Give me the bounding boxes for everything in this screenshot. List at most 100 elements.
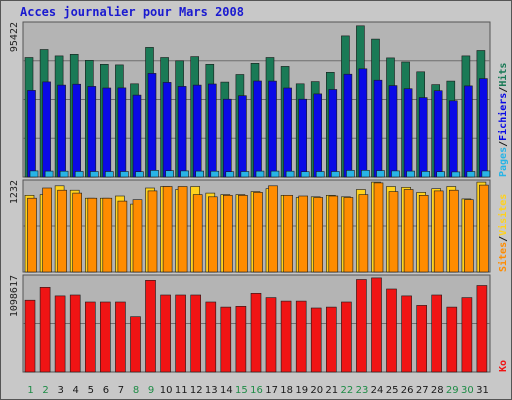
bar-ko-day-17 [265, 297, 277, 373]
bar-fichiers-day-15 [238, 95, 247, 178]
bar-ko-day-24 [371, 277, 382, 373]
x-tick-label-26: 26 [401, 385, 414, 396]
bar-ko-day-6 [100, 301, 111, 373]
bar-fichiers-day-1 [27, 90, 36, 178]
x-tick-label-27: 27 [416, 385, 429, 396]
bar-sites-day-24 [373, 182, 384, 273]
x-tick-label-20: 20 [310, 385, 323, 396]
x-tick-label-28: 28 [431, 385, 444, 396]
bar-ko-day-8 [130, 316, 141, 373]
bar-fichiers-day-9 [147, 73, 157, 178]
x-tick-label-9: 9 [148, 385, 154, 396]
bar-sites-day-13 [208, 196, 218, 273]
bar-fichiers-day-26 [403, 88, 413, 178]
bar-sites-day-21 [328, 195, 339, 273]
bar-pages-day-4 [74, 171, 84, 178]
bar-fichiers-day-6 [102, 87, 112, 178]
legend-item-visites: Visites [497, 194, 509, 236]
bar-pages-day-3 [59, 170, 69, 178]
y-max-label-top: 95422 [9, 22, 20, 52]
x-tick-label-17: 17 [265, 385, 278, 396]
bar-sites-day-4 [72, 192, 82, 273]
bar-pages-day-12 [195, 170, 204, 178]
legend-item-hits: Hits [497, 63, 509, 87]
bar-ko-day-29 [446, 306, 458, 373]
bar-pages-day-8 [135, 171, 144, 178]
bar-pages-day-24 [376, 170, 385, 178]
bar-fichiers-day-31 [479, 78, 488, 178]
bar-fichiers-day-3 [57, 84, 66, 178]
y-max-label-middle: 1232 [9, 180, 20, 204]
bar-ko-day-1 [24, 299, 36, 373]
x-tick-label-22: 22 [341, 385, 354, 396]
bar-pages-day-16 [255, 170, 265, 178]
bar-sites-day-19 [298, 195, 309, 273]
bar-pages-day-10 [165, 170, 174, 178]
x-tick-label-6: 6 [103, 385, 109, 396]
x-tick-label-18: 18 [280, 385, 293, 396]
x-tick-label-30: 30 [461, 385, 474, 396]
bar-sites-day-28 [433, 190, 444, 273]
bar-pages-day-13 [210, 170, 220, 178]
bar-sites-day-10 [162, 186, 173, 273]
bar-fichiers-day-19 [298, 98, 308, 178]
bar-fichiers-day-23 [358, 68, 368, 178]
bar-sites-day-31 [479, 184, 489, 273]
bar-ko-day-21 [325, 306, 337, 373]
bar-ko-day-25 [386, 288, 397, 373]
legend-panel-2: Ko [498, 360, 509, 372]
x-tick-label-7: 7 [118, 385, 124, 396]
bar-pages-day-14 [225, 171, 235, 178]
bar-pages-day-1 [29, 170, 39, 178]
x-tick-label-31: 31 [476, 385, 489, 396]
bar-fichiers-day-18 [283, 87, 292, 178]
bar-pages-day-7 [120, 171, 129, 178]
bar-ko-day-11 [175, 294, 186, 373]
bar-sites-day-29 [448, 189, 459, 273]
bar-pages-day-5 [90, 171, 99, 178]
legend-panel-1: Sites/Visites [497, 194, 509, 272]
x-tick-label-19: 19 [295, 385, 308, 396]
bar-sites-day-9 [147, 190, 158, 273]
bar-ko-day-2 [39, 286, 51, 373]
bar-pages-day-15 [240, 171, 250, 178]
bar-fichiers-day-12 [192, 84, 202, 178]
bar-sites-day-20 [313, 197, 324, 273]
x-tick-label-10: 10 [160, 385, 173, 396]
bar-ko-day-23 [356, 279, 367, 373]
bar-ko-day-10 [160, 294, 171, 373]
bar-sites-day-11 [177, 186, 188, 273]
bar-fichiers-day-10 [162, 82, 172, 178]
bar-sites-day-17 [268, 185, 278, 273]
bar-pages-day-9 [150, 170, 159, 178]
bar-fichiers-day-5 [87, 86, 97, 178]
bar-ko-day-13 [205, 301, 217, 373]
x-tick-label-4: 4 [73, 385, 79, 396]
x-tick-label-2: 2 [42, 385, 48, 396]
bar-ko-day-18 [280, 300, 292, 373]
legend-item-sites: Sites [497, 242, 509, 272]
bar-pages-day-28 [436, 171, 446, 178]
bar-sites-day-2 [42, 187, 52, 273]
bar-sites-day-16 [253, 192, 263, 273]
bar-fichiers-day-7 [117, 87, 127, 178]
x-tick-label-14: 14 [220, 385, 233, 396]
bar-pages-day-21 [330, 171, 340, 178]
bar-ko-day-15 [235, 305, 247, 373]
x-tick-label-13: 13 [205, 385, 218, 396]
x-tick-label-29: 29 [446, 385, 459, 396]
x-tick-label-15: 15 [235, 385, 248, 396]
bar-ko-day-5 [85, 301, 96, 373]
bar-pages-day-17 [270, 170, 280, 178]
bar-sites-day-18 [283, 195, 293, 273]
bar-fichiers-day-4 [72, 83, 81, 178]
bar-sites-day-12 [192, 194, 203, 273]
bar-fichiers-day-20 [313, 93, 323, 178]
bar-pages-day-2 [44, 170, 54, 178]
bar-pages-day-18 [285, 170, 295, 178]
bar-ko-day-12 [190, 294, 201, 373]
bar-fichiers-day-25 [388, 85, 398, 178]
bar-ko-day-30 [461, 297, 473, 373]
bar-fichiers-day-22 [343, 73, 353, 178]
bar-fichiers-day-29 [448, 100, 458, 178]
